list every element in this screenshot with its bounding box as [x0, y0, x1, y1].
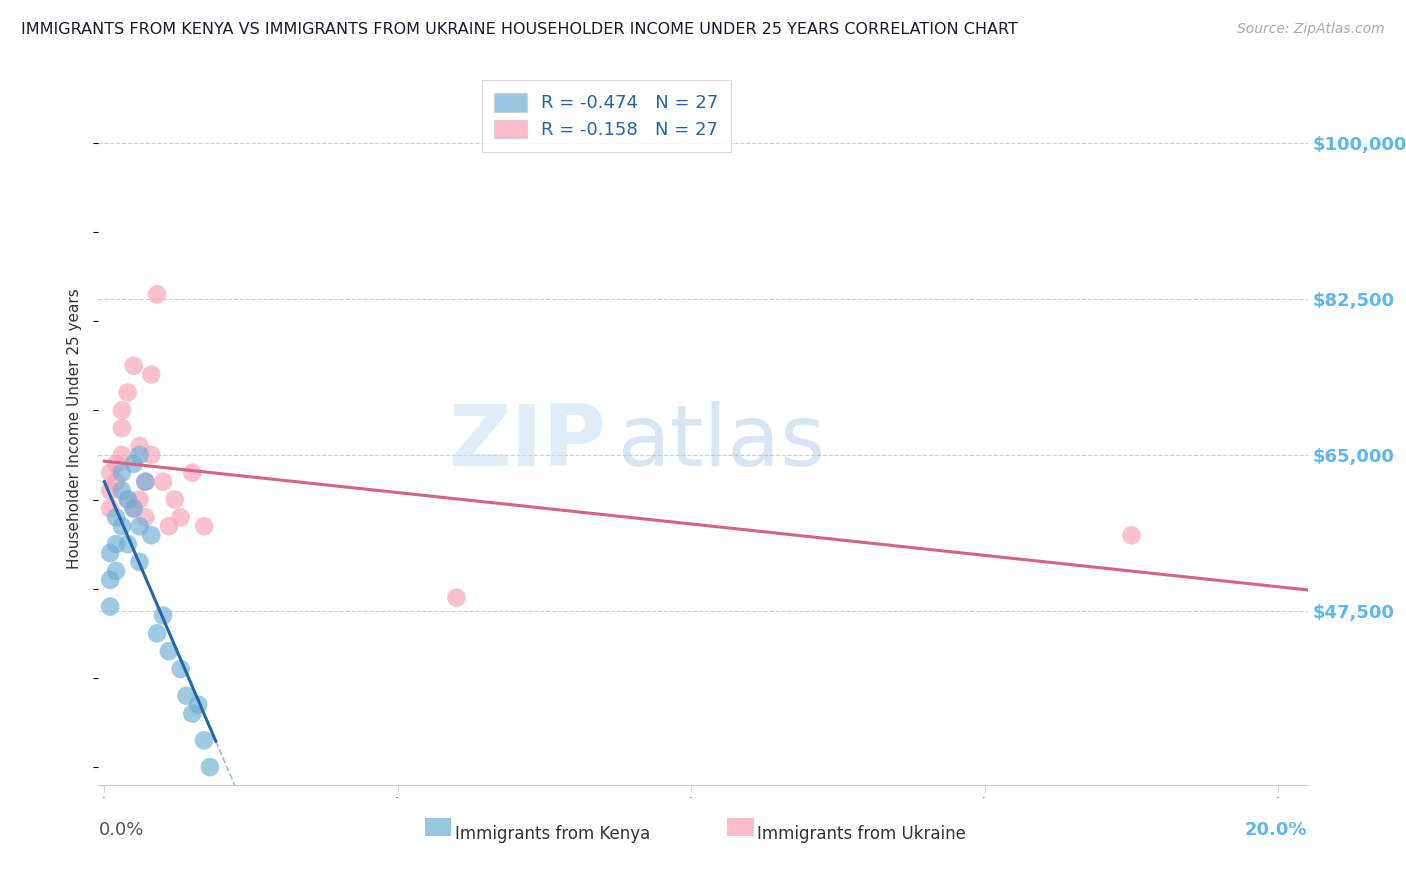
Point: [105, 457, 128, 471]
Point: [187, 698, 209, 712]
Point: [193, 519, 215, 533]
Point: [105, 510, 128, 524]
Point: [111, 519, 134, 533]
Text: Immigrants from Ukraine: Immigrants from Ukraine: [758, 825, 966, 843]
Point: [152, 608, 174, 623]
Point: [111, 403, 134, 417]
Point: [117, 385, 139, 400]
Bar: [425, 819, 451, 837]
Point: [122, 501, 145, 516]
Point: [117, 537, 139, 551]
Point: [111, 483, 134, 498]
Point: [122, 501, 145, 516]
Point: [128, 439, 150, 453]
Point: [134, 510, 156, 524]
Point: [141, 528, 163, 542]
Point: [169, 510, 191, 524]
Text: atlas: atlas: [619, 401, 827, 484]
Point: [176, 689, 198, 703]
Point: [122, 359, 145, 373]
Point: [169, 662, 191, 676]
Point: [157, 644, 180, 658]
Point: [128, 555, 150, 569]
Point: [111, 421, 134, 435]
Point: [193, 733, 215, 747]
Legend: R = -0.474   N = 27, R = -0.158   N = 27: R = -0.474 N = 27, R = -0.158 N = 27: [481, 80, 731, 152]
Point: [163, 492, 186, 507]
Point: [122, 457, 145, 471]
Point: [141, 368, 163, 382]
Point: [181, 466, 204, 480]
Point: [134, 475, 156, 489]
Point: [117, 492, 139, 507]
Point: [111, 448, 134, 462]
Text: Source: ZipAtlas.com: Source: ZipAtlas.com: [1237, 22, 1385, 37]
Text: IMMIGRANTS FROM KENYA VS IMMIGRANTS FROM UKRAINE HOUSEHOLDER INCOME UNDER 25 YEA: IMMIGRANTS FROM KENYA VS IMMIGRANTS FROM…: [21, 22, 1018, 37]
Point: [98, 573, 121, 587]
Text: 20.0%: 20.0%: [1246, 821, 1308, 838]
Point: [105, 537, 128, 551]
Y-axis label: Householder Income Under 25 years: Householder Income Under 25 years: [67, 288, 83, 568]
Point: [128, 448, 150, 462]
Point: [1121, 528, 1143, 542]
Point: [111, 466, 134, 480]
Point: [152, 475, 174, 489]
Text: 0.0%: 0.0%: [98, 821, 143, 838]
Point: [146, 287, 169, 301]
Point: [98, 546, 121, 560]
Text: ZIP: ZIP: [449, 401, 606, 484]
Point: [117, 492, 139, 507]
Point: [128, 519, 150, 533]
Point: [134, 475, 156, 489]
Text: Immigrants from Kenya: Immigrants from Kenya: [456, 825, 651, 843]
Bar: [727, 819, 754, 837]
Point: [141, 448, 163, 462]
Point: [128, 492, 150, 507]
Point: [98, 599, 121, 614]
Point: [98, 501, 121, 516]
Point: [181, 706, 204, 721]
Point: [105, 564, 128, 578]
Point: [105, 475, 128, 489]
Point: [98, 466, 121, 480]
Point: [98, 483, 121, 498]
Point: [446, 591, 468, 605]
Point: [146, 626, 169, 640]
Point: [198, 760, 221, 774]
Point: [157, 519, 180, 533]
